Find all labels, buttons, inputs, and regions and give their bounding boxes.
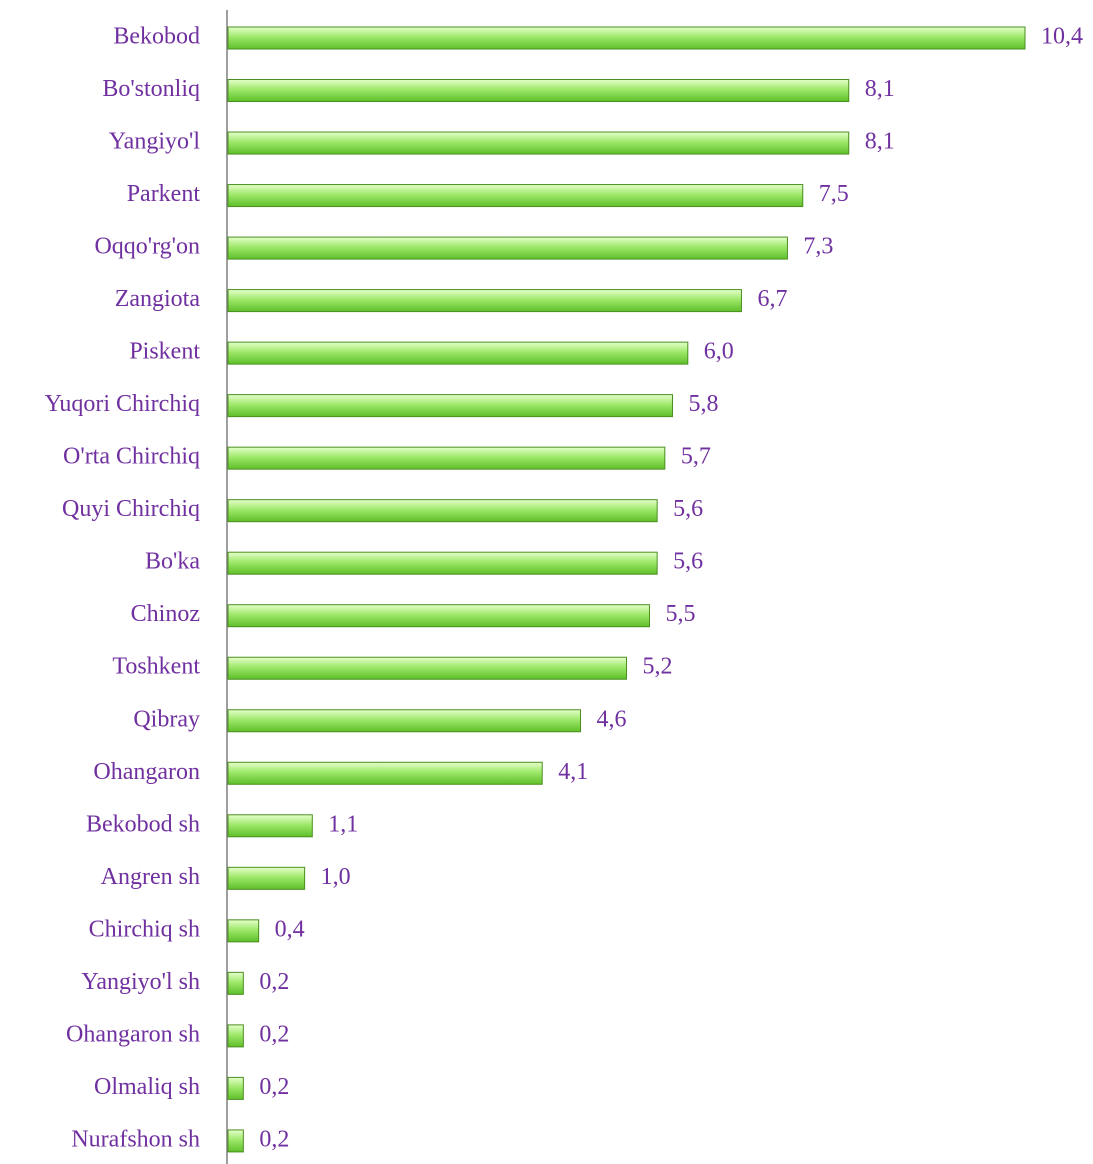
category-label: Ohangaron sh <box>66 1021 200 1047</box>
bar <box>227 26 1026 50</box>
bar <box>227 131 850 155</box>
bar <box>227 814 313 838</box>
bar <box>227 761 543 785</box>
value-label: 4,6 <box>597 706 627 732</box>
value-label: 6,0 <box>704 339 734 365</box>
category-label: O'rta Chirchiq <box>63 444 200 470</box>
bar <box>227 551 658 575</box>
bar <box>227 919 260 943</box>
category-label: Angren sh <box>101 864 200 890</box>
bar <box>227 709 582 733</box>
category-label: Parkent <box>127 181 201 207</box>
bar <box>227 79 850 103</box>
category-label: Oqqo'rg'on <box>94 234 200 260</box>
category-label: Yangiyo'l <box>109 129 201 155</box>
value-label: 7,5 <box>819 181 849 207</box>
bar <box>227 394 673 418</box>
bar <box>227 446 666 470</box>
value-label: 1,1 <box>328 811 358 837</box>
value-label: 0,2 <box>259 1021 289 1047</box>
bar <box>227 971 244 995</box>
bar <box>227 289 742 313</box>
value-label: 1,0 <box>321 864 351 890</box>
category-label: Chinoz <box>131 601 200 627</box>
category-label: Yuqori Chirchiq <box>45 391 200 417</box>
value-label: 0,4 <box>275 916 305 942</box>
value-label: 5,5 <box>665 601 695 627</box>
value-label: 5,2 <box>643 654 673 680</box>
category-label: Bo'ka <box>145 549 200 575</box>
value-label: 4,1 <box>558 759 588 785</box>
bar <box>227 341 689 365</box>
value-label: 8,1 <box>865 129 895 155</box>
bar <box>227 184 804 208</box>
value-label: 5,8 <box>688 391 718 417</box>
category-label: Toshkent <box>112 654 200 680</box>
value-label: 6,7 <box>757 286 787 312</box>
value-label: 7,3 <box>803 234 833 260</box>
value-label: 5,6 <box>673 549 703 575</box>
category-label: Olmaliq sh <box>94 1074 200 1100</box>
value-label: 8,1 <box>865 76 895 102</box>
category-label: Piskent <box>129 339 200 365</box>
category-label: Bo'stonliq <box>102 76 200 102</box>
value-label: 0,2 <box>259 1126 289 1152</box>
bar <box>227 656 627 680</box>
bar <box>227 604 650 628</box>
bar <box>227 499 658 523</box>
value-label: 10,4 <box>1041 24 1083 50</box>
bar <box>227 1076 244 1100</box>
bar <box>227 1024 244 1048</box>
bar <box>227 1129 244 1153</box>
bar <box>227 866 306 890</box>
category-label: Quyi Chirchiq <box>62 496 200 522</box>
value-label: 0,2 <box>259 969 289 995</box>
value-label: 5,7 <box>681 444 711 470</box>
category-label: Zangiota <box>115 286 201 312</box>
category-label: Nurafshon sh <box>71 1126 200 1152</box>
category-label: Chirchiq sh <box>89 916 200 942</box>
category-label: Yangiyo'l sh <box>81 969 200 995</box>
category-label: Bekobod sh <box>86 811 200 837</box>
value-label: 5,6 <box>673 496 703 522</box>
category-label: Qibray <box>133 706 200 732</box>
category-label: Bekobod <box>113 24 200 50</box>
bar <box>227 236 788 260</box>
value-label: 0,2 <box>259 1074 289 1100</box>
category-label: Ohangaron <box>93 759 200 785</box>
